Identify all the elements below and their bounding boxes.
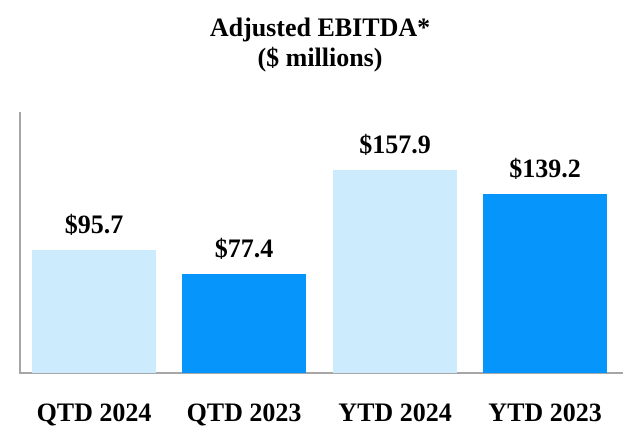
bar-qtd-2024 xyxy=(32,250,156,373)
category-label: YTD 2023 xyxy=(488,398,602,427)
chart-title: Adjusted EBITDA* ($ millions) xyxy=(0,13,640,73)
value-label: $139.2 xyxy=(509,154,581,183)
chart-title-line2: ($ millions) xyxy=(257,43,383,72)
bar-qtd-2023 xyxy=(182,274,306,373)
chart-title-line1: Adjusted EBITDA* xyxy=(209,13,431,42)
value-label: $157.9 xyxy=(359,130,431,159)
x-axis-line xyxy=(19,372,623,374)
y-axis-line xyxy=(19,112,21,373)
value-label: $77.4 xyxy=(214,234,274,263)
bar-ytd-2023 xyxy=(483,194,607,373)
category-label: YTD 2024 xyxy=(338,398,452,427)
category-label: QTD 2024 xyxy=(36,398,152,427)
category-label: QTD 2023 xyxy=(186,398,302,427)
bar-ytd-2024 xyxy=(333,170,457,373)
value-label: $95.7 xyxy=(64,210,124,239)
